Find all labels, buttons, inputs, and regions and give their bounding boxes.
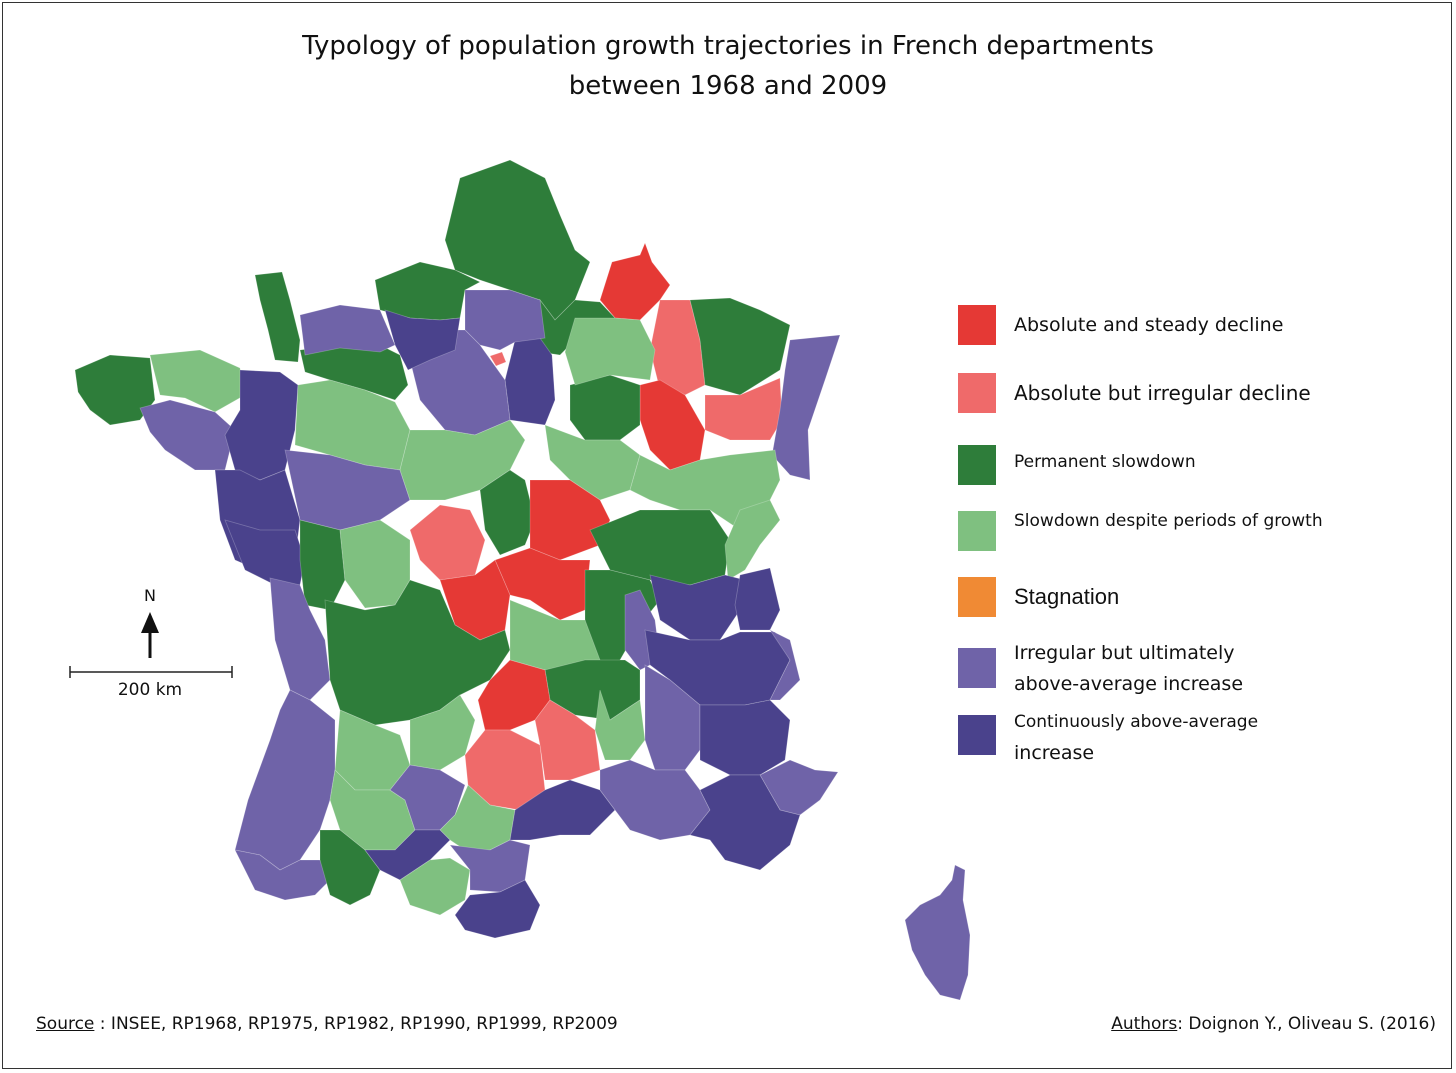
region-ain: [649, 574, 746, 641]
legend-label: Continuously above-average increase: [1014, 707, 1374, 769]
legend-label-line-1: Continuously above-average: [1014, 712, 1259, 732]
region-drome: [644, 664, 701, 771]
authors-text: : Doignon Y., Oliveau S. (2016): [1177, 1014, 1436, 1034]
region-ardeche: [594, 689, 646, 761]
north-arrow: N: [130, 586, 170, 605]
source-prefix: Source: [36, 1014, 95, 1034]
legend-swatch: [958, 577, 996, 617]
region-alpes-maritimes: [759, 759, 839, 816]
region-vienne: [339, 519, 411, 609]
region-haute-garonne: [364, 829, 451, 881]
legend-swatch: [958, 648, 996, 688]
authors-prefix: Authors: [1111, 1014, 1178, 1034]
region-vaucluse-bouches: [599, 759, 711, 841]
region-savoie-east: [768, 628, 801, 701]
region-gard-herault: [509, 779, 616, 841]
legend-label: Absolute but irregular decline: [1014, 381, 1311, 405]
region-manche: [254, 271, 301, 363]
legend-label: Stagnation: [1014, 584, 1120, 609]
region-deux-sevres: [299, 519, 346, 611]
legend-swatch: [958, 511, 996, 551]
region-seine-et-marne: [504, 337, 556, 426]
region-cotes-darmor: [149, 349, 246, 413]
map-title: Typology of population growth trajectori…: [0, 26, 1456, 106]
authors-credit: Authors: Doignon Y., Oliveau S. (2016): [1111, 1014, 1436, 1034]
scale-bar: [69, 666, 233, 678]
region-allier: [494, 547, 591, 621]
title-line-2: between 1968 and 2009: [568, 71, 888, 101]
legend-swatch: [958, 445, 996, 485]
region-hautes-alpes: [699, 699, 791, 776]
region-meurthe-vosges: [704, 377, 783, 441]
legend-label: Slowdown despite periods of growth: [1014, 511, 1323, 531]
region-alsace: [771, 334, 841, 481]
north-label: N: [144, 586, 156, 605]
department-regions: [74, 159, 971, 1001]
region-haute-savoie: [734, 567, 781, 631]
region-corsica: [904, 864, 971, 1001]
region-finistere: [74, 354, 156, 426]
north-arrow-icon: [141, 612, 159, 658]
legend-swatch: [958, 373, 996, 413]
legend-swatch: [958, 305, 996, 345]
scale-bar-label: 200 km: [117, 680, 183, 700]
legend-label: Irregular but ultimately above-average i…: [1014, 638, 1374, 700]
region-paris-core: [489, 351, 507, 367]
region-moselle: [689, 297, 791, 396]
region-landes-south: [319, 829, 381, 906]
legend-label-line-2: above-average increase: [1014, 673, 1244, 695]
region-haute-marne: [639, 379, 706, 471]
title-line-1: Typology of population growth trajectori…: [302, 31, 1154, 61]
region-indre: [409, 504, 486, 581]
region-correze: [409, 694, 476, 771]
source-text: : INSEE, RP1968, RP1975, RP1982, RP1990,…: [94, 1014, 618, 1034]
region-eure: [384, 309, 461, 371]
region-pyrenees-orientales: [454, 879, 541, 939]
source-credit: Source : INSEE, RP1968, RP1975, RP1982, …: [36, 1014, 618, 1034]
region-aube: [569, 374, 641, 441]
legend-label: Absolute and steady decline: [1014, 314, 1284, 336]
legend-swatch: [958, 715, 996, 755]
legend-label-line-1: Irregular but ultimately: [1014, 642, 1235, 664]
legend-label-line-2: increase: [1014, 742, 1095, 764]
legend-label: Permanent slowdown: [1014, 452, 1196, 472]
region-morbihan: [139, 399, 236, 471]
region-marne-light: [564, 317, 656, 386]
region-var: [689, 774, 801, 871]
region-manche-south: [299, 304, 396, 356]
region-jura-doubs: [724, 499, 781, 581]
region-ariege: [399, 857, 471, 916]
